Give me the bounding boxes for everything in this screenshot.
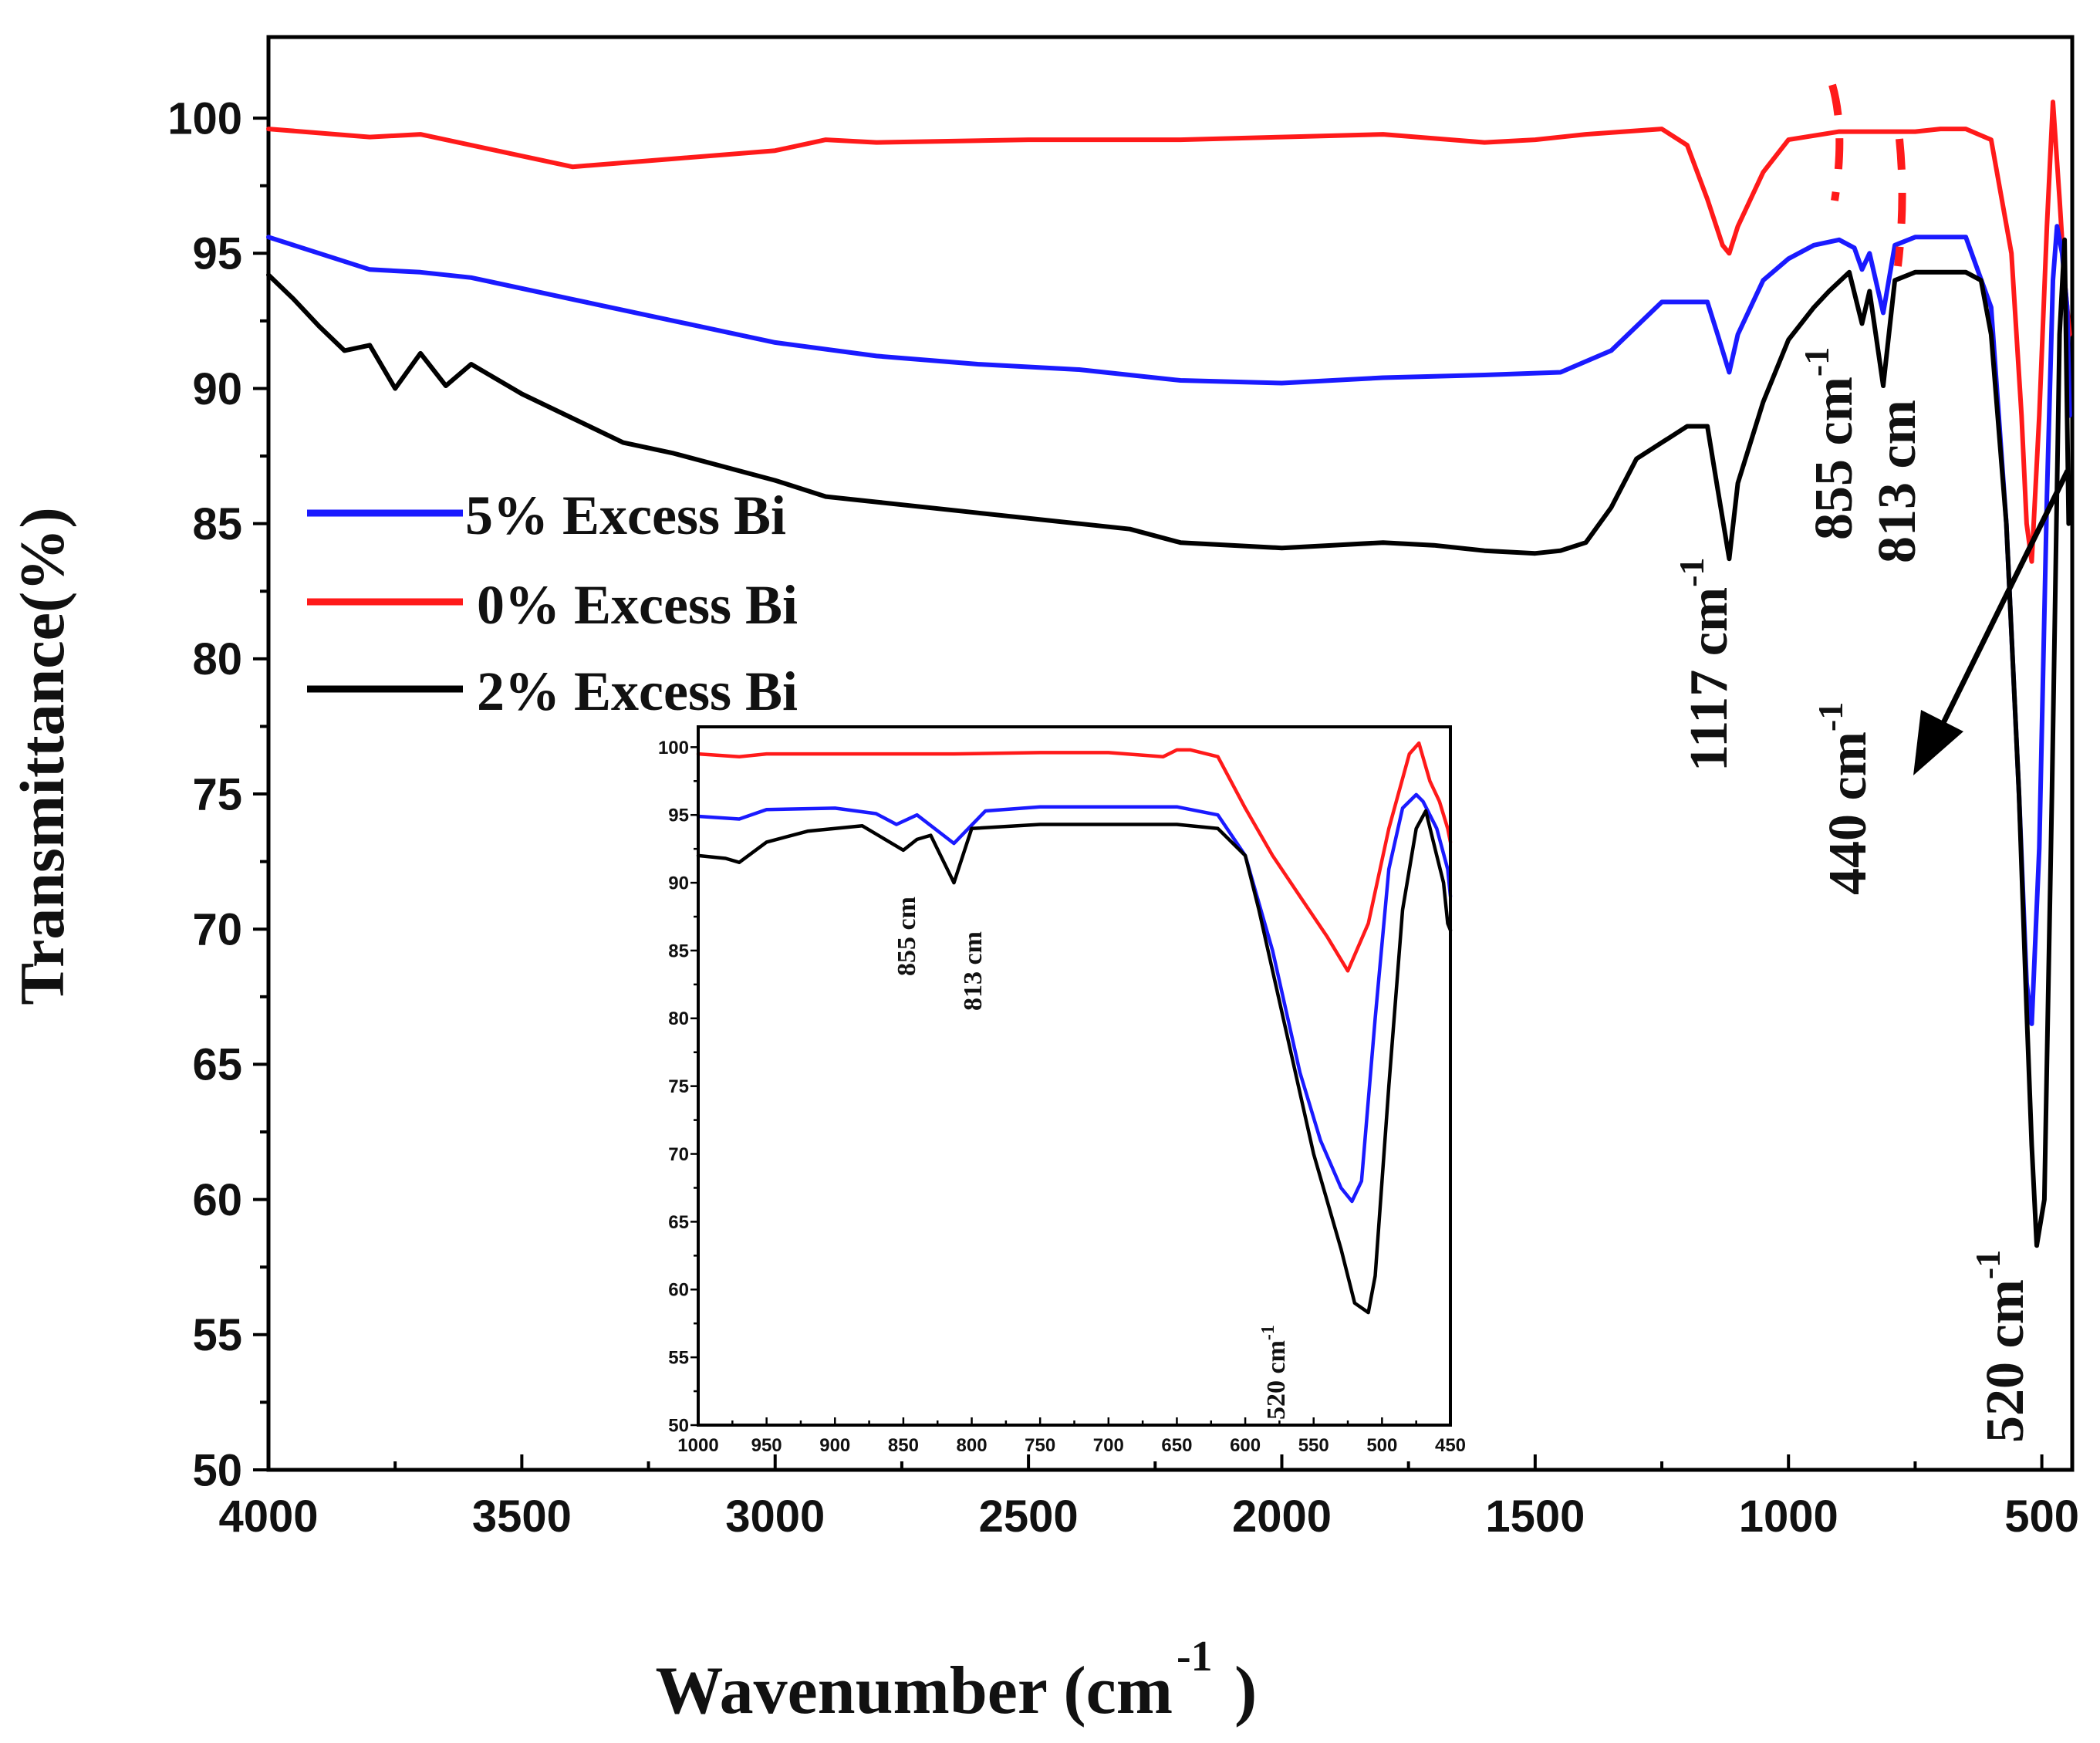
annotation-440-text: 440 cm (1818, 731, 1878, 895)
legend-label-0pct: 0% Excess Bi (477, 574, 798, 636)
legend: 5% Excess Bi 0% Excess Bi 2% Excess Bi (307, 485, 798, 722)
x-axis-title: Wavenumber (cm (655, 1653, 1173, 1728)
main-annotations: 1117 cm-1 855 cm-1 813 cm 440 cm-1 520 c… (1672, 83, 2071, 1443)
x-tick-label: 4000 (218, 1491, 318, 1542)
x-tick-label: 900 (819, 1435, 850, 1456)
x-tick-label: 1000 (1739, 1491, 1838, 1542)
y-tick-label: 60 (668, 1280, 689, 1301)
y-tick-label: 50 (668, 1415, 689, 1436)
annotation-1117-text: 1117 cm (1680, 587, 1739, 772)
inset-annotation-855: 855 cm (893, 897, 921, 976)
x-tick-label: 500 (1366, 1435, 1397, 1456)
annotation-813-text: 813 cm (1868, 400, 1927, 563)
x-tick-label: 700 (1093, 1435, 1124, 1456)
x-axis-title-end: ) (1234, 1653, 1257, 1728)
y-tick-label: 70 (192, 905, 242, 955)
y-tick-label: 85 (668, 941, 689, 961)
y-tick-label: 85 (192, 499, 242, 549)
x-tick-label: 2000 (1232, 1491, 1332, 1542)
main-axis-ticks: 4000 3500 3000 2500 2000 1500 1000 500 50 55 60 65 7… (167, 93, 2079, 1542)
x-tick-label: 3000 (725, 1491, 825, 1542)
annotation-1117-sup: -1 (1672, 558, 1711, 587)
x-tick-label: 1500 (1485, 1491, 1585, 1542)
arrow-440-head (1913, 710, 1963, 775)
y-tick-label: 80 (192, 634, 242, 684)
inset-annotations: 855 cm 813 cm 520 cm-1 (893, 897, 1291, 1420)
annotation-440-sup: -1 (1811, 702, 1850, 731)
y-tick-label: 55 (668, 1348, 689, 1369)
inset-annotation-520: 520 cm-1 (1258, 1325, 1291, 1420)
annotation-813: 813 cm (1868, 400, 1927, 563)
main-plot: 4000 3500 3000 2500 2000 1500 1000 500 50 55 60 65 7… (7, 35, 2079, 1728)
x-axis-title-sup: -1 (1177, 1633, 1213, 1681)
dash-marker-813 (1894, 138, 1906, 267)
y-tick-label: 75 (668, 1076, 689, 1097)
annotation-1117: 1117 cm-1 (1672, 558, 1739, 772)
y-tick-label: 50 (192, 1445, 242, 1495)
y-tick-label: 65 (668, 1212, 689, 1233)
series-line-5-excess-bi (266, 224, 2072, 1026)
inset-background (698, 727, 1450, 1425)
y-axis-title: Transmittance(%) (7, 507, 77, 1005)
annotation-855-sup: -1 (1797, 347, 1836, 377)
main-series-group (266, 100, 2072, 1248)
x-tick-label: 2500 (979, 1491, 1079, 1542)
y-tick-label: 65 (192, 1040, 242, 1090)
x-tick-label: 950 (751, 1435, 782, 1456)
y-tick-label: 75 (192, 769, 242, 819)
y-tick-label: 90 (668, 873, 689, 893)
x-tick-label: 650 (1161, 1435, 1192, 1456)
x-tick-label: 3500 (472, 1491, 572, 1542)
annotation-520-text: 520 cm (1976, 1279, 2035, 1443)
series-line-0-excess-bi (696, 741, 1453, 973)
y-tick-label: 100 (167, 93, 242, 144)
x-tick-label: 600 (1230, 1435, 1261, 1456)
y-tick-label: 100 (658, 738, 689, 758)
y-tick-label: 55 (192, 1310, 242, 1360)
series-line-2-excess-bi (696, 809, 1453, 1315)
x-tick-label: 850 (888, 1435, 919, 1456)
x-tick-label: 450 (1435, 1435, 1466, 1456)
y-tick-label: 60 (192, 1175, 242, 1225)
legend-label-5pct: 5% Excess Bi (465, 485, 786, 546)
y-tick-label: 80 (668, 1008, 689, 1029)
y-tick-label: 95 (668, 806, 689, 826)
legend-label-2pct: 2% Excess Bi (477, 660, 798, 722)
annotation-520-sup: -1 (1968, 1250, 2007, 1279)
x-tick-label: 550 (1298, 1435, 1329, 1456)
arrow-440-shaft (1937, 469, 2071, 731)
x-tick-label: 500 (2004, 1491, 2079, 1542)
annotation-855: 855 cm-1 (1797, 347, 1864, 540)
series-line-2-excess-bi (266, 237, 2071, 1248)
y-tick-label: 90 (192, 364, 242, 414)
x-tick-label: 750 (1025, 1435, 1055, 1456)
annotation-855-text: 855 cm (1805, 377, 1864, 540)
dash-marker-855 (1828, 83, 1844, 201)
inset-annotation-813: 813 cm (959, 931, 988, 1011)
annotation-520: 520 cm-1 (1968, 1250, 2035, 1443)
inset-axis-ticks: 1000 950 900 850 800 750 700 650 600 550 500 450 50 5… (658, 738, 1466, 1456)
inset-annotation-520-sup: -1 (1258, 1325, 1278, 1340)
inset-annotation-520-text: 520 cm (1262, 1340, 1291, 1420)
inset-series-group (696, 741, 1453, 1315)
inset-plot: 1000 950 900 850 800 750 700 650 600 550 500 450 50 5… (658, 725, 1466, 1456)
series-line-0-excess-bi (266, 100, 2072, 564)
y-tick-label: 70 (668, 1144, 689, 1165)
y-tick-label: 95 (192, 229, 242, 279)
annotation-440: 440 cm-1 (1811, 702, 1878, 895)
x-tick-label: 800 (957, 1435, 988, 1456)
main-plot-frame (266, 35, 2075, 1472)
x-tick-label: 1000 (677, 1435, 718, 1456)
